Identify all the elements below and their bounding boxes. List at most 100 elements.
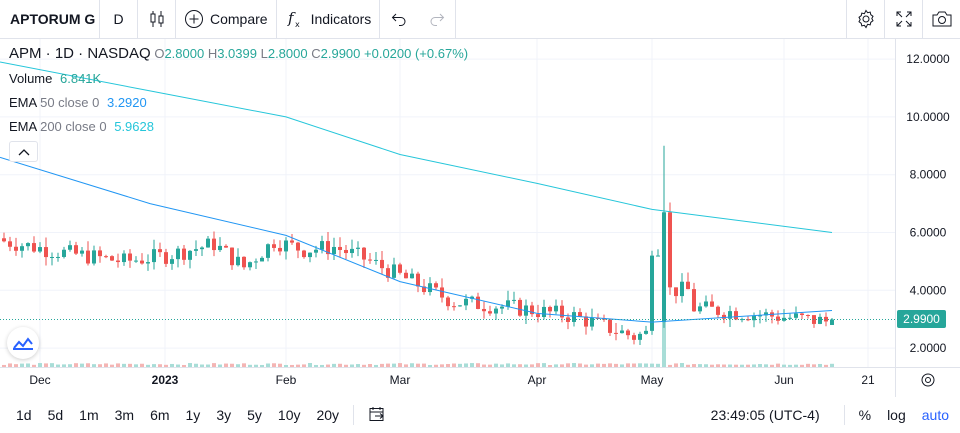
candle-body: [422, 286, 426, 293]
candle-body: [626, 330, 630, 336]
clock[interactable]: 23:49:05 (UTC-4): [710, 407, 820, 423]
candle-body: [788, 317, 792, 319]
candle-body: [374, 259, 378, 261]
candle-body: [692, 289, 696, 312]
fullscreen-icon: [896, 11, 911, 27]
interval-button[interactable]: D: [100, 0, 138, 38]
candle-body: [704, 301, 708, 307]
auto-toggle[interactable]: auto: [921, 407, 949, 423]
snapshot-button[interactable]: [922, 0, 960, 38]
volume-bar: [512, 364, 516, 367]
legend-collapse-button[interactable]: [9, 141, 38, 162]
fullscreen-button[interactable]: [884, 0, 922, 38]
candles-icon: [150, 11, 163, 27]
candle-body: [302, 250, 306, 258]
candle-body: [494, 308, 498, 314]
compare-label: Compare: [210, 11, 268, 27]
candle-body: [128, 253, 132, 261]
volume-bar: [440, 364, 444, 367]
goto-date-button[interactable]: [360, 405, 394, 426]
chart-style-button[interactable]: [138, 0, 176, 38]
candle-body: [326, 241, 330, 255]
candle-body: [758, 315, 762, 317]
legend-volume[interactable]: Volume 6.841K: [9, 71, 101, 86]
volume-bar: [140, 363, 144, 367]
volume-bar: [314, 364, 318, 367]
percent-toggle[interactable]: %: [858, 407, 872, 423]
range-3m[interactable]: 3m: [114, 407, 135, 423]
tradingview-logo[interactable]: [7, 327, 39, 359]
candle-body: [26, 243, 30, 247]
candle-body: [212, 238, 216, 251]
volume-bar: [284, 364, 288, 367]
settings-button[interactable]: [846, 0, 884, 38]
legend-main: APM · 1D · NASDAQ O2.8000 H3.0399 L2.800…: [9, 45, 468, 62]
legend-title: APM · 1D · NASDAQ: [9, 45, 151, 62]
log-toggle[interactable]: log: [887, 407, 906, 423]
candle-body: [272, 244, 276, 248]
symbol-search[interactable]: APTORUM G: [0, 0, 100, 38]
candle-body: [446, 297, 450, 307]
legend-ema200[interactable]: EMA 200 close 0 5.9628: [9, 119, 154, 134]
gear-icon: [857, 9, 874, 29]
candle-body: [98, 250, 102, 257]
chevron-up-icon: [18, 148, 29, 155]
volume-bar: [308, 363, 312, 367]
chart-area[interactable]: 12.0000 10.0000 8.0000 6.0000 4.0000 2.0000 D…: [0, 39, 960, 397]
redo-button[interactable]: [418, 0, 457, 38]
volume-bar: [170, 363, 174, 367]
volume-bar: [506, 363, 510, 367]
candle-body: [296, 242, 300, 251]
range-10y[interactable]: 10y: [277, 407, 301, 423]
candle-body: [536, 314, 540, 318]
axis-settings-icon[interactable]: [921, 373, 935, 387]
candle-body: [392, 264, 396, 278]
volume-bar: [380, 363, 384, 367]
range-1m[interactable]: 1m: [79, 407, 99, 423]
time-tick-label: Apr: [528, 373, 547, 387]
range-5d[interactable]: 5d: [47, 407, 64, 423]
volume-bar: [554, 364, 558, 367]
volume-bar: [338, 363, 342, 367]
candle-body: [242, 256, 246, 268]
candle-body: [380, 259, 384, 269]
volume-bar: [698, 364, 702, 367]
range-6m[interactable]: 6m: [150, 407, 170, 423]
volume-bar: [368, 364, 372, 367]
volume-bar: [692, 364, 696, 367]
volume-bar: [104, 363, 108, 367]
volume-bar: [236, 364, 240, 367]
candle-body: [710, 301, 714, 307]
range-20y[interactable]: 20y: [316, 407, 340, 423]
candle-body: [194, 249, 198, 251]
volume-bar: [644, 363, 648, 367]
candle-body: [542, 306, 546, 318]
price-chart[interactable]: 12.0000 10.0000 8.0000 6.0000 4.0000 2.0000 D…: [0, 39, 960, 397]
candle-body: [554, 305, 558, 312]
candle-body: [470, 296, 474, 299]
volume-bar: [290, 364, 294, 367]
compare-button[interactable]: Compare: [176, 0, 277, 38]
candle-body: [674, 287, 678, 297]
range-3y[interactable]: 3y: [216, 407, 232, 423]
volume-bar: [92, 364, 96, 367]
candle-body: [188, 250, 192, 260]
undo-button[interactable]: [380, 0, 418, 38]
range-1d[interactable]: 1d: [16, 407, 32, 423]
candle-body: [716, 306, 720, 315]
candle-body: [482, 308, 486, 312]
volume-bar: [458, 363, 462, 367]
volume-bar: [488, 364, 492, 367]
range-5y[interactable]: 5y: [247, 407, 262, 423]
volume-bar: [728, 364, 732, 367]
volume-bar: [116, 363, 120, 367]
volume-bar: [680, 363, 684, 367]
range-1y[interactable]: 1y: [185, 407, 201, 423]
candle-body: [722, 314, 726, 319]
volume-bar: [392, 363, 396, 367]
legend-ema50[interactable]: EMA 50 close 0 3.2920: [9, 95, 147, 110]
ohlc-close: 2.9900: [320, 46, 361, 61]
candle-body: [608, 319, 612, 333]
